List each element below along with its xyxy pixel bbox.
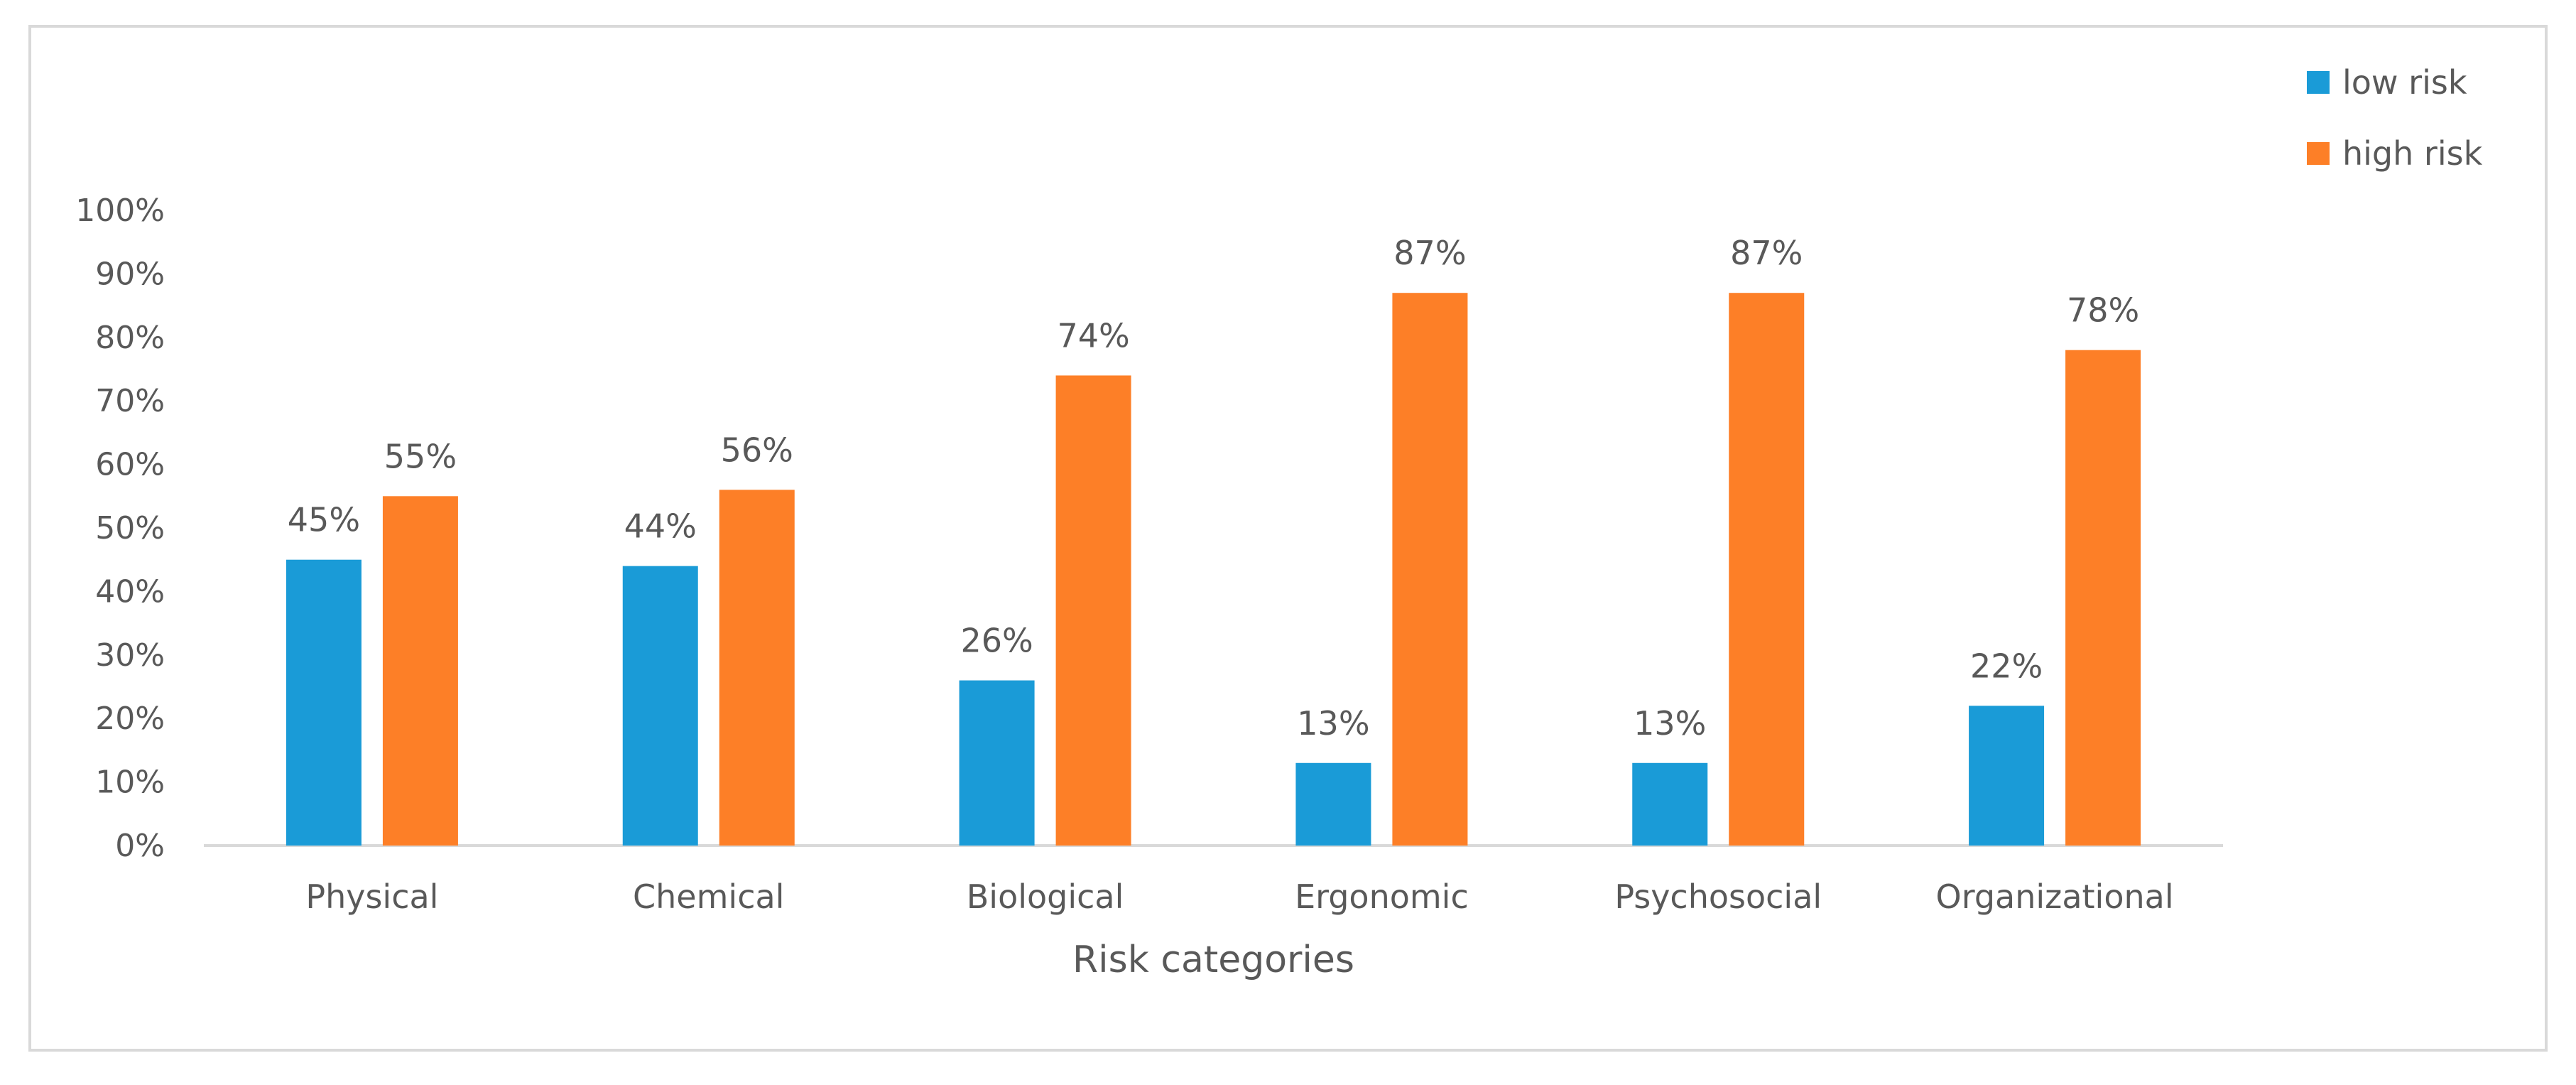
- data-label: 22%: [1970, 647, 2043, 685]
- x-axis-title: Risk categories: [1072, 939, 1354, 981]
- data-label: 87%: [1393, 234, 1466, 272]
- bar-low-risk-chemical: [622, 566, 698, 846]
- y-tick-label: 0%: [115, 828, 165, 864]
- data-label: 13%: [1634, 704, 1706, 743]
- bar-high-risk-psychosocial: [1729, 293, 1805, 846]
- y-tick-label: 80%: [95, 320, 165, 356]
- bar-low-risk-ergonomic: [1295, 762, 1371, 846]
- y-tick-label: 30%: [95, 637, 165, 674]
- bar-low-risk-biological: [959, 680, 1035, 846]
- data-label: 74%: [1057, 316, 1129, 355]
- category-label: Chemical: [633, 878, 784, 916]
- bar-high-risk-biological: [1055, 375, 1131, 846]
- y-tick-label: 100%: [75, 193, 165, 229]
- category-label: Organizational: [1936, 878, 2174, 916]
- y-tick-label: 40%: [95, 573, 165, 610]
- bar-high-risk-ergonomic: [1392, 293, 1468, 846]
- legend-swatch: [2307, 71, 2330, 94]
- data-label: 56%: [721, 431, 793, 469]
- data-label: 44%: [624, 507, 697, 546]
- bar-high-risk-chemical: [719, 490, 795, 846]
- data-label: 55%: [384, 437, 457, 475]
- y-tick-label: 50%: [95, 510, 165, 546]
- y-tick-label: 60%: [95, 447, 165, 483]
- legend: low risk high risk: [2307, 63, 2483, 173]
- data-label: 87%: [1730, 234, 1803, 272]
- data-label: 26%: [960, 622, 1033, 660]
- bar-low-risk-physical: [286, 559, 362, 846]
- category-labels-group: Physical Chemical Biological Ergonomic Psych…: [305, 878, 2173, 916]
- data-label: 78%: [2067, 291, 2139, 330]
- bars-group: [286, 293, 2141, 846]
- y-tick-label: 90%: [95, 256, 165, 292]
- data-label: 13%: [1297, 704, 1369, 743]
- legend-label: low risk: [2342, 63, 2467, 102]
- y-axis-ticks: 0% 10% 20% 30% 40% 50% 60% 70% 80% 90% 100%: [75, 193, 165, 864]
- category-label: Psychosocial: [1614, 878, 1822, 916]
- y-tick-label: 70%: [95, 383, 165, 419]
- y-tick-label: 10%: [95, 765, 165, 801]
- category-label: Physical: [305, 878, 438, 916]
- y-tick-label: 20%: [95, 701, 165, 737]
- bar-low-risk-organizational: [1969, 706, 2045, 846]
- legend-swatch: [2307, 142, 2330, 165]
- data-label: 45%: [288, 501, 360, 539]
- bar-high-risk-organizational: [2065, 350, 2141, 846]
- data-labels-group: 45% 55% 44% 56% 26% 74% 13% 87% 13% 87% 22% 78%: [288, 234, 2139, 743]
- legend-label: high risk: [2342, 134, 2483, 173]
- category-label: Biological: [967, 878, 1124, 916]
- category-label: Ergonomic: [1295, 878, 1469, 916]
- bar-low-risk-psychosocial: [1632, 762, 1708, 846]
- bar-high-risk-physical: [382, 496, 458, 846]
